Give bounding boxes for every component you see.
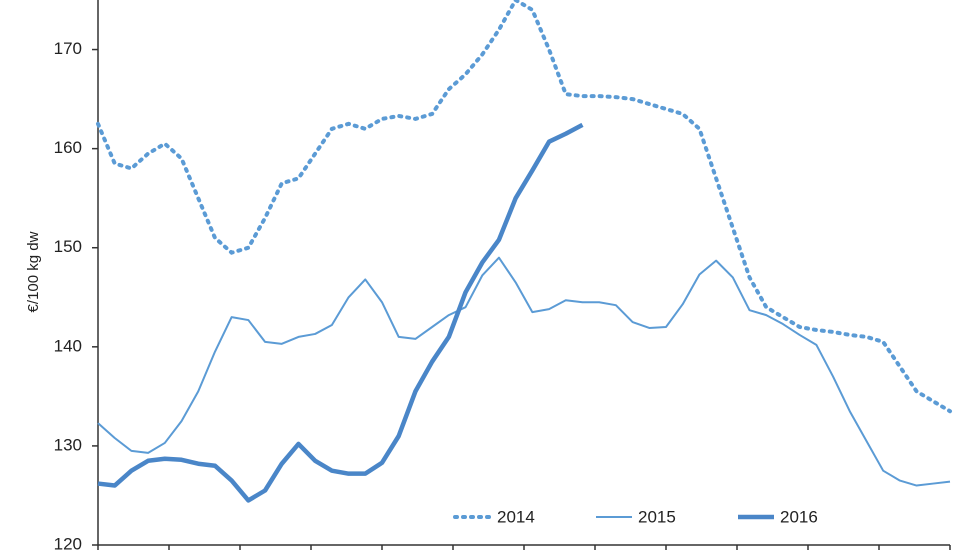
legend-label: 2015 [638,507,676,526]
series-line [96,0,952,414]
y-tick-label: 150 [54,237,82,256]
y-tick-label: 160 [54,138,82,157]
y-tick-label: 140 [54,336,82,355]
y-tick-label: 120 [54,534,82,550]
series-line [97,256,951,487]
legend-label: 2016 [780,507,818,526]
series-line [97,122,584,503]
y-axis-label: €/100 kg dw [25,231,42,312]
y-tick-label: 130 [54,435,82,454]
legend-label: 2014 [497,507,535,526]
y-tick-label: 170 [54,39,82,58]
